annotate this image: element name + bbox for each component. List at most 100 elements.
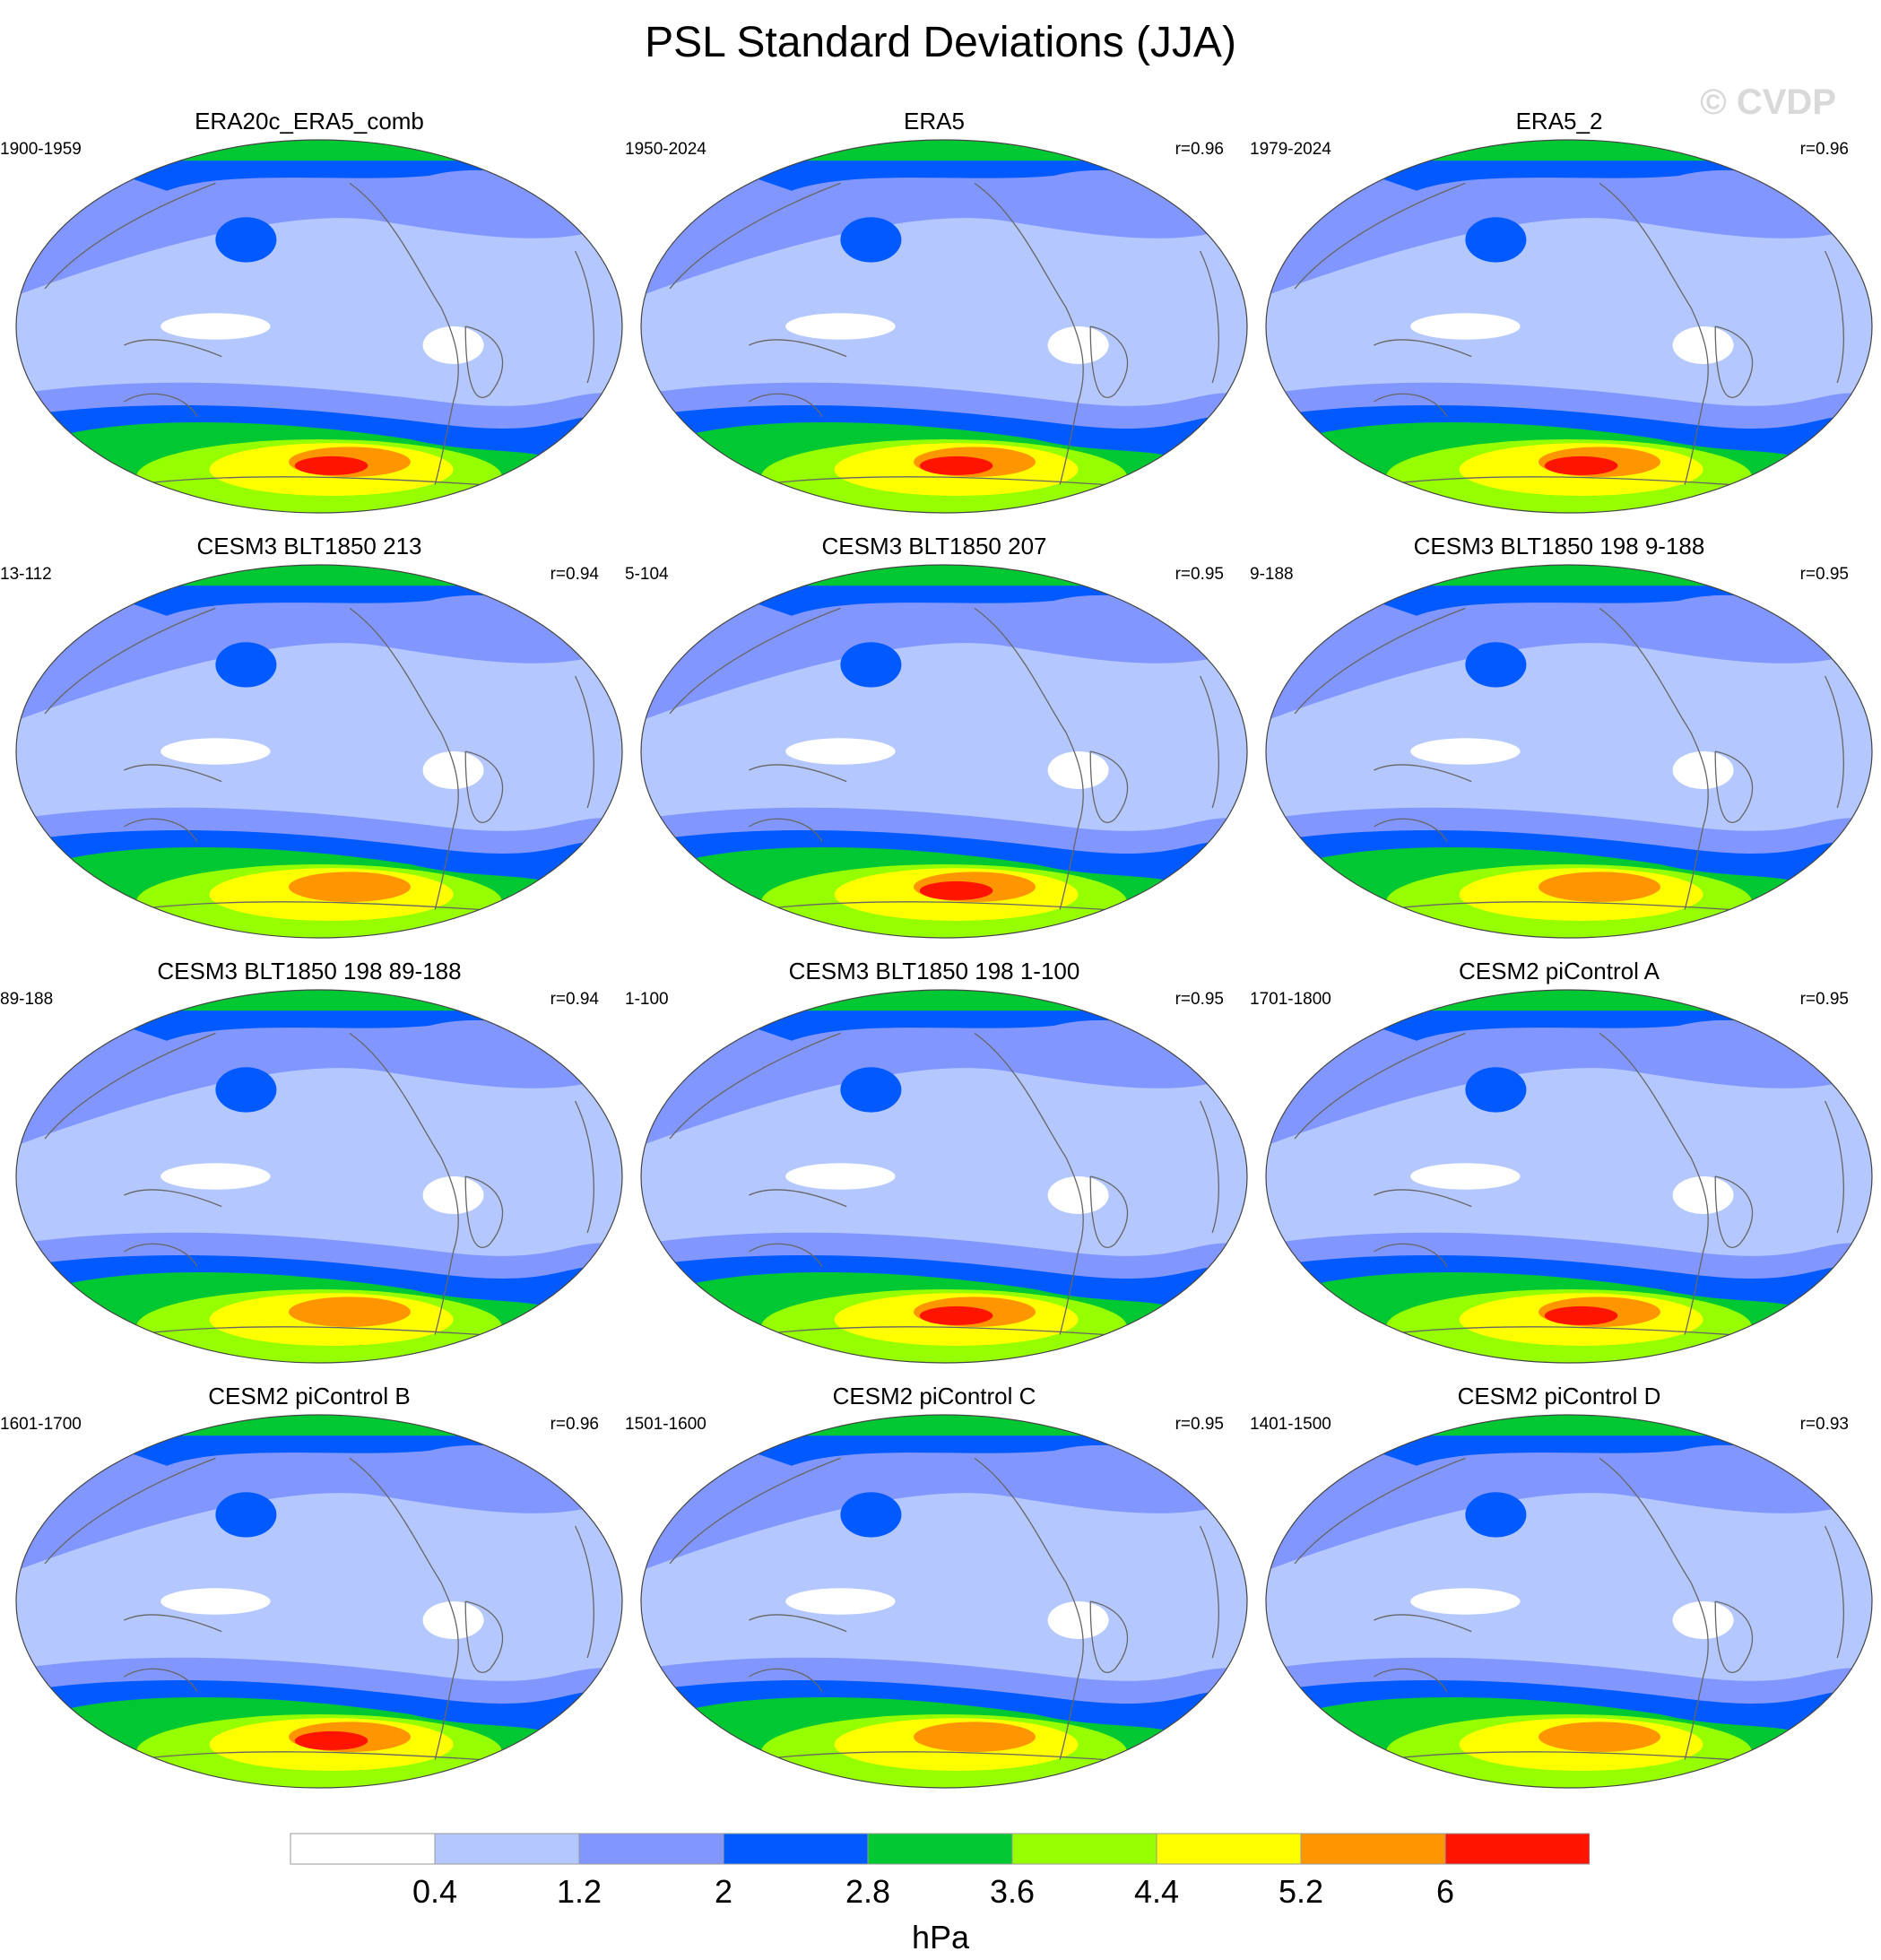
map-plot (640, 139, 1248, 514)
colorbar-tick-label: 3.6 (990, 1873, 1035, 1910)
colorbar-swatch (290, 1833, 436, 1865)
colorbar-swatch (434, 1833, 580, 1865)
panel-period: 5-104 (625, 565, 669, 584)
colorbar-tick-label: 1.2 (557, 1873, 602, 1910)
panel-title: CESM3 BLT1850 198 89-188 (157, 958, 462, 984)
map-panel: ERA5 1950-2024 r=0.96 (625, 108, 1248, 529)
panel-correlation: r=0.96 (550, 1415, 599, 1434)
coastlines (669, 1032, 1219, 1340)
map-panel: CESM3 BLT1850 207 5-104 r=0.95 (625, 533, 1248, 954)
panel-period: 1-100 (625, 990, 669, 1009)
panel-title: CESM2 piControl A (1459, 958, 1660, 984)
coastlines (44, 182, 594, 490)
panel-title: ERA5 (904, 108, 965, 134)
panel-period: 9-188 (1250, 565, 1294, 584)
panel-period: 13-112 (0, 565, 52, 584)
map-panels: ERA20c_ERA5_comb 1900-1959 ERA5 1950-2024 r=… (0, 108, 1873, 1789)
map-outline (15, 989, 623, 1364)
panel-title: CESM3 BLT1850 198 9-188 (1413, 533, 1705, 559)
panel-correlation: r=0.94 (550, 565, 599, 584)
coastlines (44, 607, 594, 915)
map-panel: ERA5_2 1979-2024 r=0.96 (1250, 108, 1873, 529)
panel-title: CESM2 piControl C (832, 1383, 1036, 1409)
colorbar-tick-label: 6 (1436, 1873, 1454, 1910)
map-plot (15, 139, 623, 514)
map-plot (1265, 564, 1873, 939)
map-outline (15, 1414, 623, 1789)
map-panel: CESM3 BLT1850 198 1-100 1-100 r=0.95 (625, 958, 1248, 1379)
map-outline (640, 139, 1248, 514)
map-panel: CESM3 BLT1850 198 89-188 89-188 r=0.94 (0, 958, 623, 1379)
map-outline (1265, 1414, 1873, 1789)
panel-title: CESM3 BLT1850 207 (821, 533, 1047, 559)
colorbar-swatch (1156, 1833, 1302, 1865)
panel-correlation: r=0.96 (1799, 140, 1849, 159)
panel-period: 1701-1800 (1250, 990, 1331, 1009)
coastlines (669, 182, 1219, 490)
map-outline (1265, 989, 1873, 1364)
map-plot (1265, 989, 1873, 1364)
map-panel: CESM2 piControl B 1601-1700 r=0.96 (0, 1383, 623, 1804)
panel-period: 1401-1500 (1250, 1415, 1331, 1434)
coastlines (44, 1032, 594, 1340)
panel-period: 1501-1600 (625, 1415, 706, 1434)
panel-correlation: r=0.95 (1799, 990, 1849, 1009)
map-plot (15, 564, 623, 939)
map-panel: CESM3 BLT1850 198 9-188 9-188 r=0.95 (1250, 533, 1873, 954)
panel-period: 1950-2024 (625, 140, 706, 159)
coastlines (1294, 1032, 1844, 1340)
panel-period: 1979-2024 (1250, 140, 1331, 159)
panel-period: 89-188 (0, 990, 54, 1009)
map-panel: ERA20c_ERA5_comb 1900-1959 (0, 108, 623, 529)
map-outline (15, 139, 623, 514)
cvdp-watermark: © CVDP (1700, 82, 1836, 122)
panel-correlation: r=0.95 (1175, 565, 1224, 584)
colorbar-swatch (867, 1833, 1013, 1865)
colorbar-tick-label: 2 (715, 1873, 732, 1910)
panel-title: CESM3 BLT1850 198 1-100 (788, 958, 1080, 984)
panel-title: CESM2 piControl B (208, 1383, 411, 1409)
coastlines (669, 1457, 1219, 1765)
panel-period: 1601-1700 (0, 1415, 82, 1434)
panel-title: CESM3 BLT1850 213 (196, 533, 422, 559)
coastlines (1294, 607, 1844, 915)
panel-title: CESM2 piControl D (1457, 1383, 1661, 1409)
map-outline (640, 564, 1248, 939)
panel-period: 1900-1959 (0, 140, 82, 159)
map-outline (1265, 139, 1873, 514)
panel-correlation: r=0.94 (550, 990, 599, 1009)
map-plot (640, 989, 1248, 1364)
panel-correlation: r=0.93 (1799, 1415, 1849, 1434)
panel-title: ERA5_2 (1515, 108, 1603, 134)
panel-correlation: r=0.96 (1175, 140, 1224, 159)
panel-correlation: r=0.95 (1799, 565, 1849, 584)
colorbar-units: hPa (911, 1919, 970, 1956)
map-outline (15, 564, 623, 939)
coastlines (44, 1457, 594, 1765)
colorbar: 0.4 1.2 2 2.8 3.6 4.4 5.2 6 (290, 1833, 1590, 1910)
coastlines (1294, 1457, 1844, 1765)
map-plot (1265, 1414, 1873, 1789)
map-outline (1265, 564, 1873, 939)
coastlines (1294, 182, 1844, 490)
map-panel: CESM2 piControl D 1401-1500 r=0.93 (1250, 1383, 1873, 1804)
colorbar-swatch (1444, 1833, 1590, 1865)
panel-correlation: r=0.95 (1175, 990, 1224, 1009)
map-panel: CESM2 piControl C 1501-1600 r=0.95 (625, 1383, 1248, 1804)
colorbar-tick-label: 5.2 (1279, 1873, 1323, 1910)
colorbar-tick-label: 4.4 (1134, 1873, 1179, 1910)
colorbar-swatch (1011, 1833, 1157, 1865)
map-plot (640, 564, 1248, 939)
map-panel: CESM2 piControl A 1701-1800 r=0.95 (1250, 958, 1873, 1379)
contour-fill (641, 140, 1247, 513)
coastlines (669, 607, 1219, 915)
colorbar-swatch (1300, 1833, 1446, 1865)
colorbar-tick-label: 2.8 (845, 1873, 890, 1910)
map-outline (640, 989, 1248, 1364)
panel-title: ERA20c_ERA5_comb (195, 108, 424, 134)
colorbar-swatch (723, 1833, 869, 1865)
map-outline (640, 1414, 1248, 1789)
colorbar-swatch (578, 1833, 724, 1865)
figure-title: PSL Standard Deviations (JJA) (645, 19, 1236, 66)
map-panel: CESM3 BLT1850 213 13-112 r=0.94 (0, 533, 623, 954)
